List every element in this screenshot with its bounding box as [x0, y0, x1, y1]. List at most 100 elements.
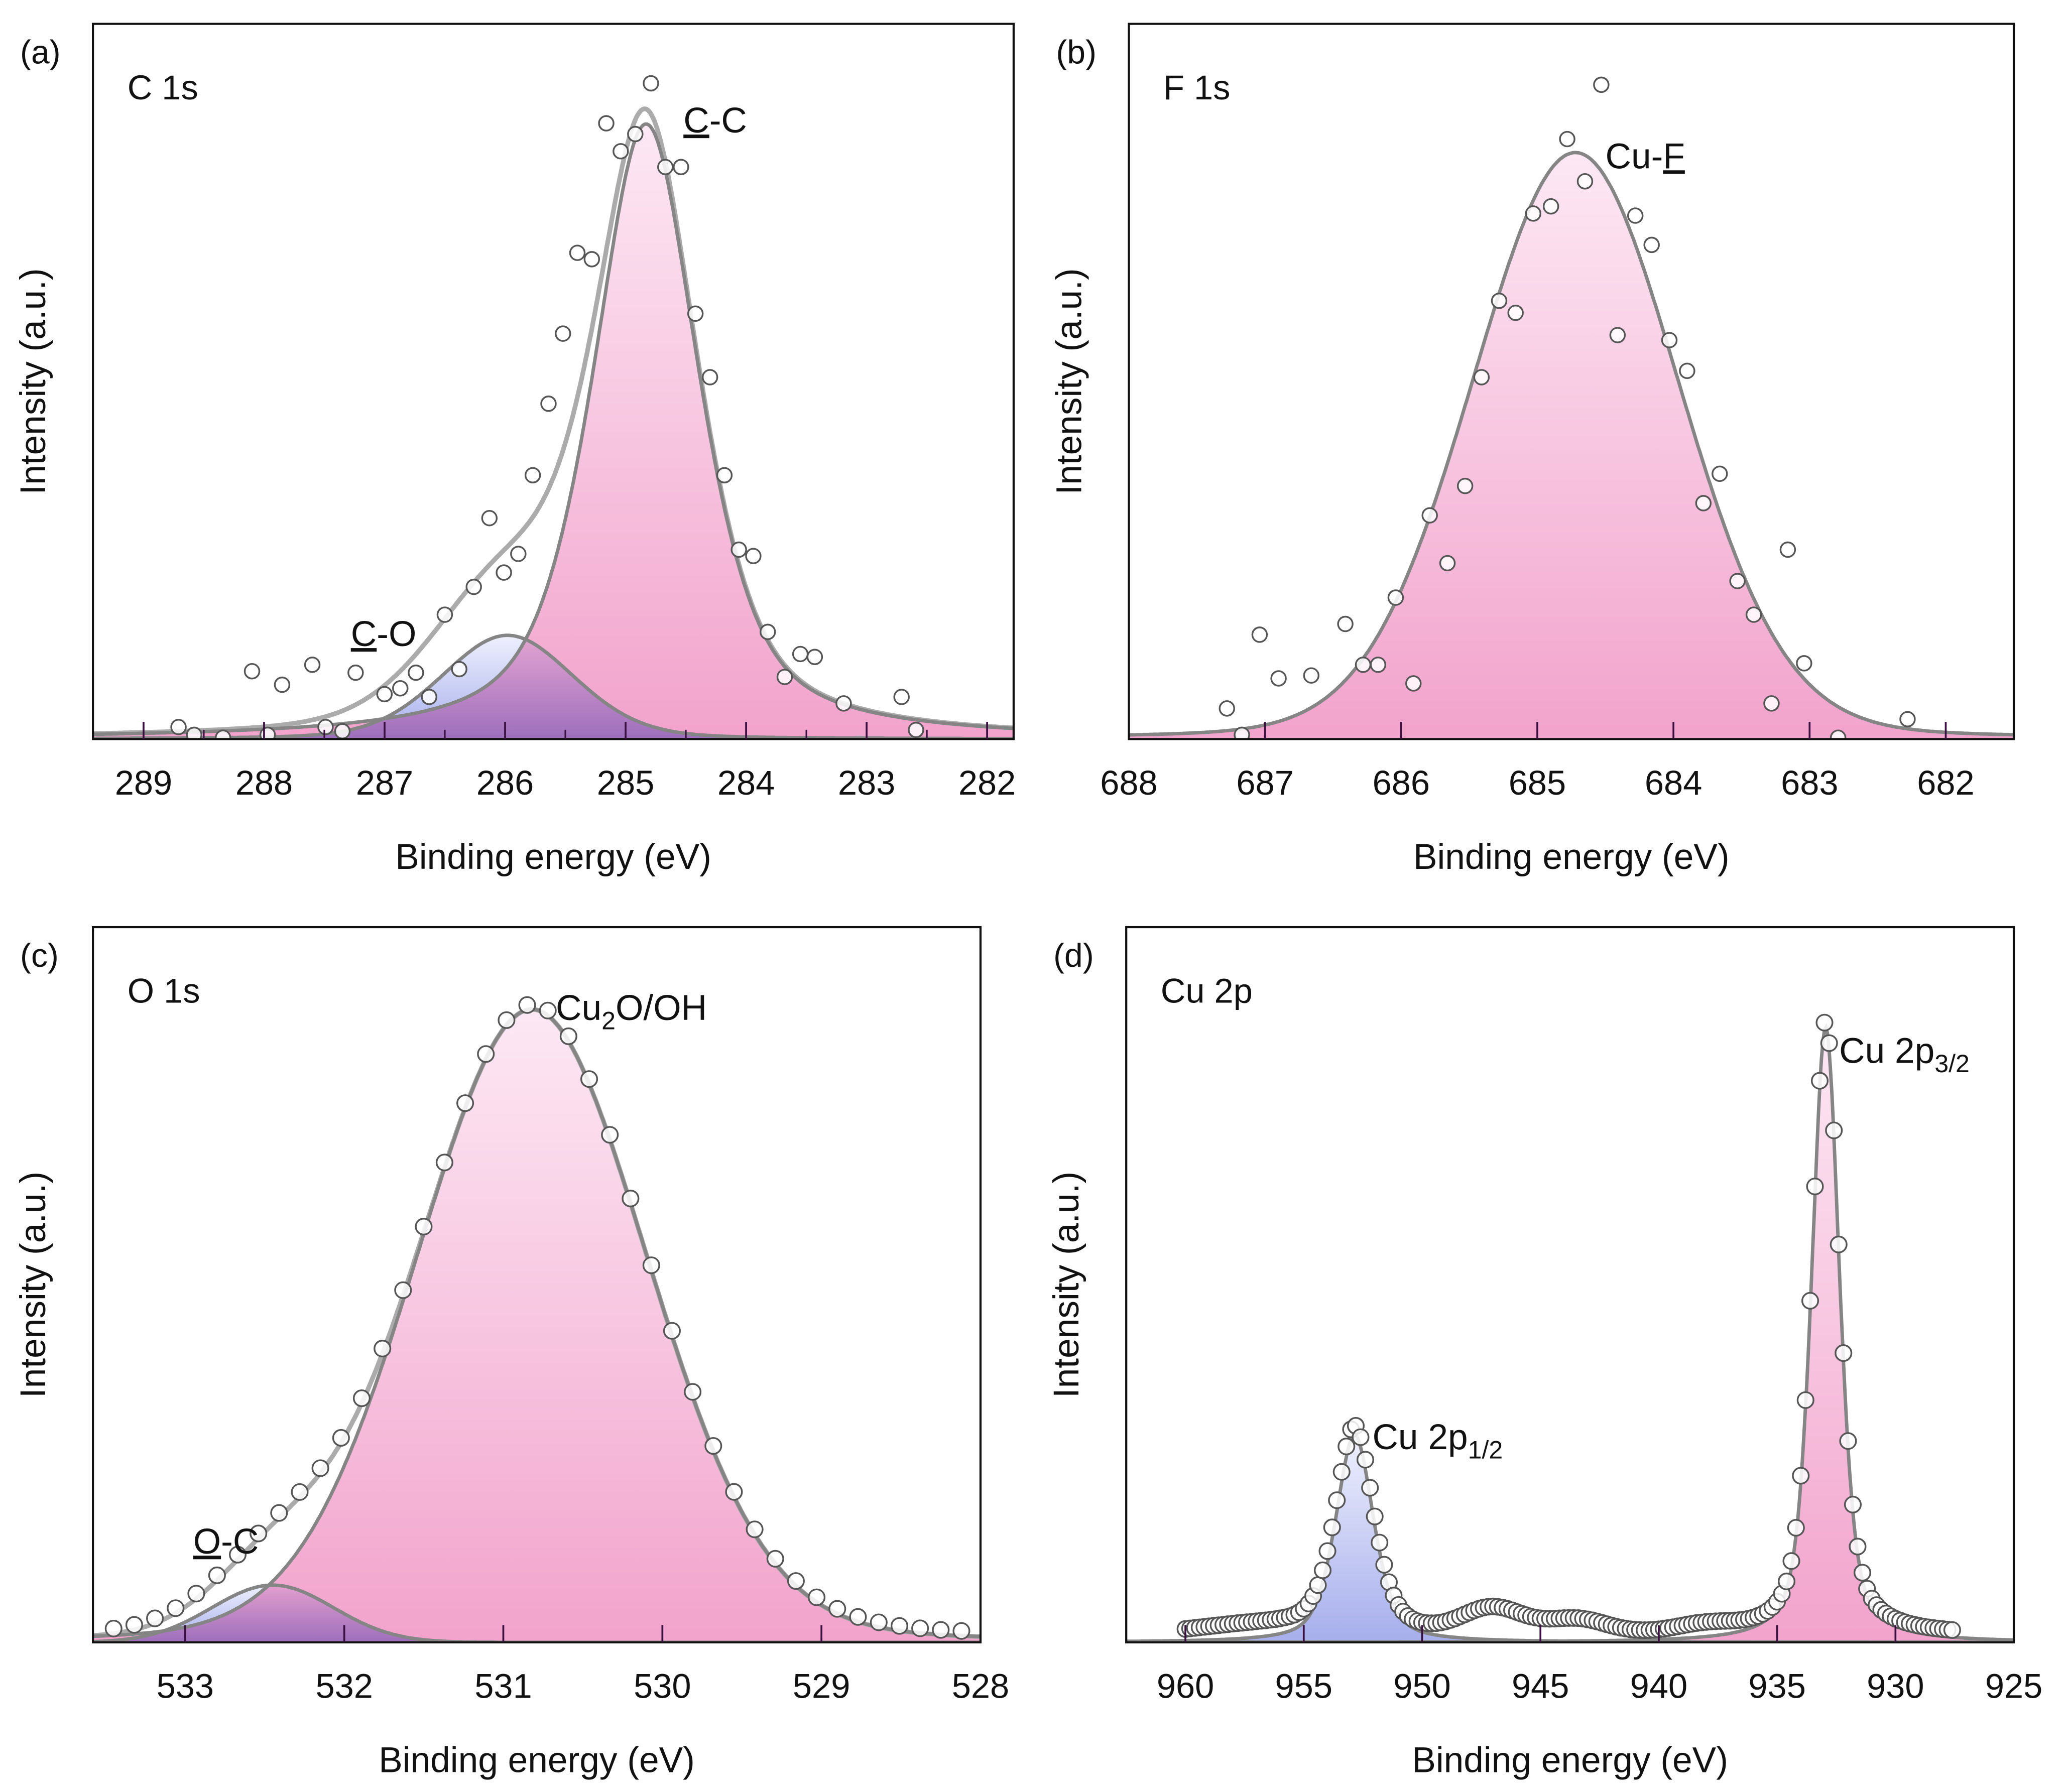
data-point [1679, 362, 1695, 379]
data-point [1387, 589, 1404, 606]
data-point [392, 680, 409, 697]
data-point [1559, 131, 1575, 148]
data-point [1542, 198, 1559, 215]
peak-fill-Cu-2p1-2 [1126, 1435, 2014, 1642]
peak-annotation: C-O [351, 614, 417, 654]
data-point [911, 1619, 929, 1637]
data-point [1815, 1013, 1834, 1032]
data-point [311, 1459, 329, 1477]
peak-fill-Cu-F [1129, 152, 2014, 739]
data-point [716, 467, 733, 483]
data-point [1371, 1533, 1389, 1552]
plot-area [93, 996, 981, 1642]
panel-c: 533 532 531 530 529 528 Binding energy (eV) Int… [14, 926, 1009, 1780]
data-point [1627, 207, 1644, 224]
data-point [1729, 573, 1746, 589]
data-point [908, 721, 924, 738]
data-point [214, 729, 231, 739]
data-point [792, 646, 809, 663]
data-point [725, 1483, 743, 1501]
x-tick-label: 688 [1100, 763, 1157, 802]
data-point [1456, 477, 1474, 494]
data-point [687, 305, 704, 322]
data-point [622, 1190, 640, 1208]
x-tick-label: 285 [597, 763, 654, 802]
plot-area [1126, 1013, 2014, 1642]
data-point [270, 1504, 288, 1522]
data-point [1835, 1344, 1853, 1362]
data-point [481, 509, 498, 527]
data-point [808, 1588, 826, 1606]
peak-fit-line-O-C [93, 1583, 981, 1642]
data-point [1576, 173, 1594, 190]
data-point [394, 1281, 412, 1299]
annotation-part: O/OH [616, 988, 707, 1028]
data-point [893, 689, 910, 705]
data-point [835, 695, 852, 712]
data-point [125, 1616, 143, 1634]
x-tick-label: 289 [115, 763, 172, 802]
data-point [731, 541, 747, 558]
data-point [1366, 1507, 1384, 1525]
x-tick-label: 288 [235, 763, 293, 802]
peak-fit-line-Cu-2p3-2 [1126, 1022, 2014, 1642]
data-point [1695, 495, 1712, 511]
data-point [1820, 1034, 1838, 1052]
annotation-part: 2 [601, 1007, 616, 1035]
data-point [1801, 1292, 1819, 1310]
data-point [1745, 606, 1762, 623]
data-point [746, 1520, 764, 1539]
x-tick-label: 283 [838, 763, 895, 802]
data-point [776, 669, 793, 685]
data-point [559, 1027, 577, 1045]
peak-annotation: Cu-F [1606, 137, 1685, 176]
data-point [613, 143, 629, 160]
peak-annotation: C-C [683, 101, 747, 141]
data-point [250, 1524, 268, 1543]
data-point [1839, 1432, 1857, 1450]
data-point [510, 546, 527, 562]
peak-fill-Cu-2p3-2 [1126, 1027, 2014, 1642]
panel-letter: (a) [20, 34, 61, 71]
x-tick-label: 930 [1867, 1667, 1924, 1706]
data-point [601, 1126, 619, 1144]
data-point [1355, 657, 1372, 673]
data-point [518, 996, 536, 1014]
data-point [1439, 555, 1456, 572]
x-axis-title: Binding energy (eV) [395, 837, 711, 877]
x-tick-label: 685 [1509, 763, 1566, 802]
data-point [1806, 1178, 1824, 1196]
data-point [451, 661, 467, 678]
data-point [1270, 670, 1287, 687]
data-point [456, 1094, 474, 1112]
annotation-part: C [683, 101, 709, 141]
data-point [244, 663, 261, 680]
x-tick-label: 960 [1157, 1667, 1214, 1706]
y-axis-title: Intensity (a.u.) [14, 268, 53, 494]
data-point [291, 1483, 309, 1501]
data-point [1810, 1072, 1829, 1090]
plot-area [93, 75, 1014, 739]
data-point [408, 664, 424, 681]
data-point [1507, 305, 1524, 321]
data-point [1779, 541, 1796, 558]
data-point [1219, 700, 1235, 717]
data-point [952, 1622, 970, 1640]
x-tick-label: 286 [476, 763, 534, 802]
data-point [1777, 1572, 1796, 1591]
x-axis-title: Binding energy (eV) [1412, 1740, 1728, 1780]
data-point [663, 1322, 681, 1340]
annotation-part: 3/2 [1934, 1050, 1970, 1078]
x-tick-label: 955 [1275, 1667, 1332, 1706]
axes-frame [91, 926, 982, 1643]
data-point [436, 606, 453, 623]
axes-frame [91, 23, 1015, 740]
panel-a: 289 288 287 286 285 284 283 282 Binding energy (… [14, 23, 1016, 877]
data-point [583, 251, 600, 268]
x-tick-label: 687 [1236, 763, 1293, 802]
data-point [1796, 655, 1812, 672]
data-point [745, 548, 762, 564]
data-point [1313, 1561, 1332, 1579]
peak-annotation: Cu 2p3/2 [1839, 1032, 1970, 1078]
panel-letter: (d) [1053, 937, 1094, 974]
